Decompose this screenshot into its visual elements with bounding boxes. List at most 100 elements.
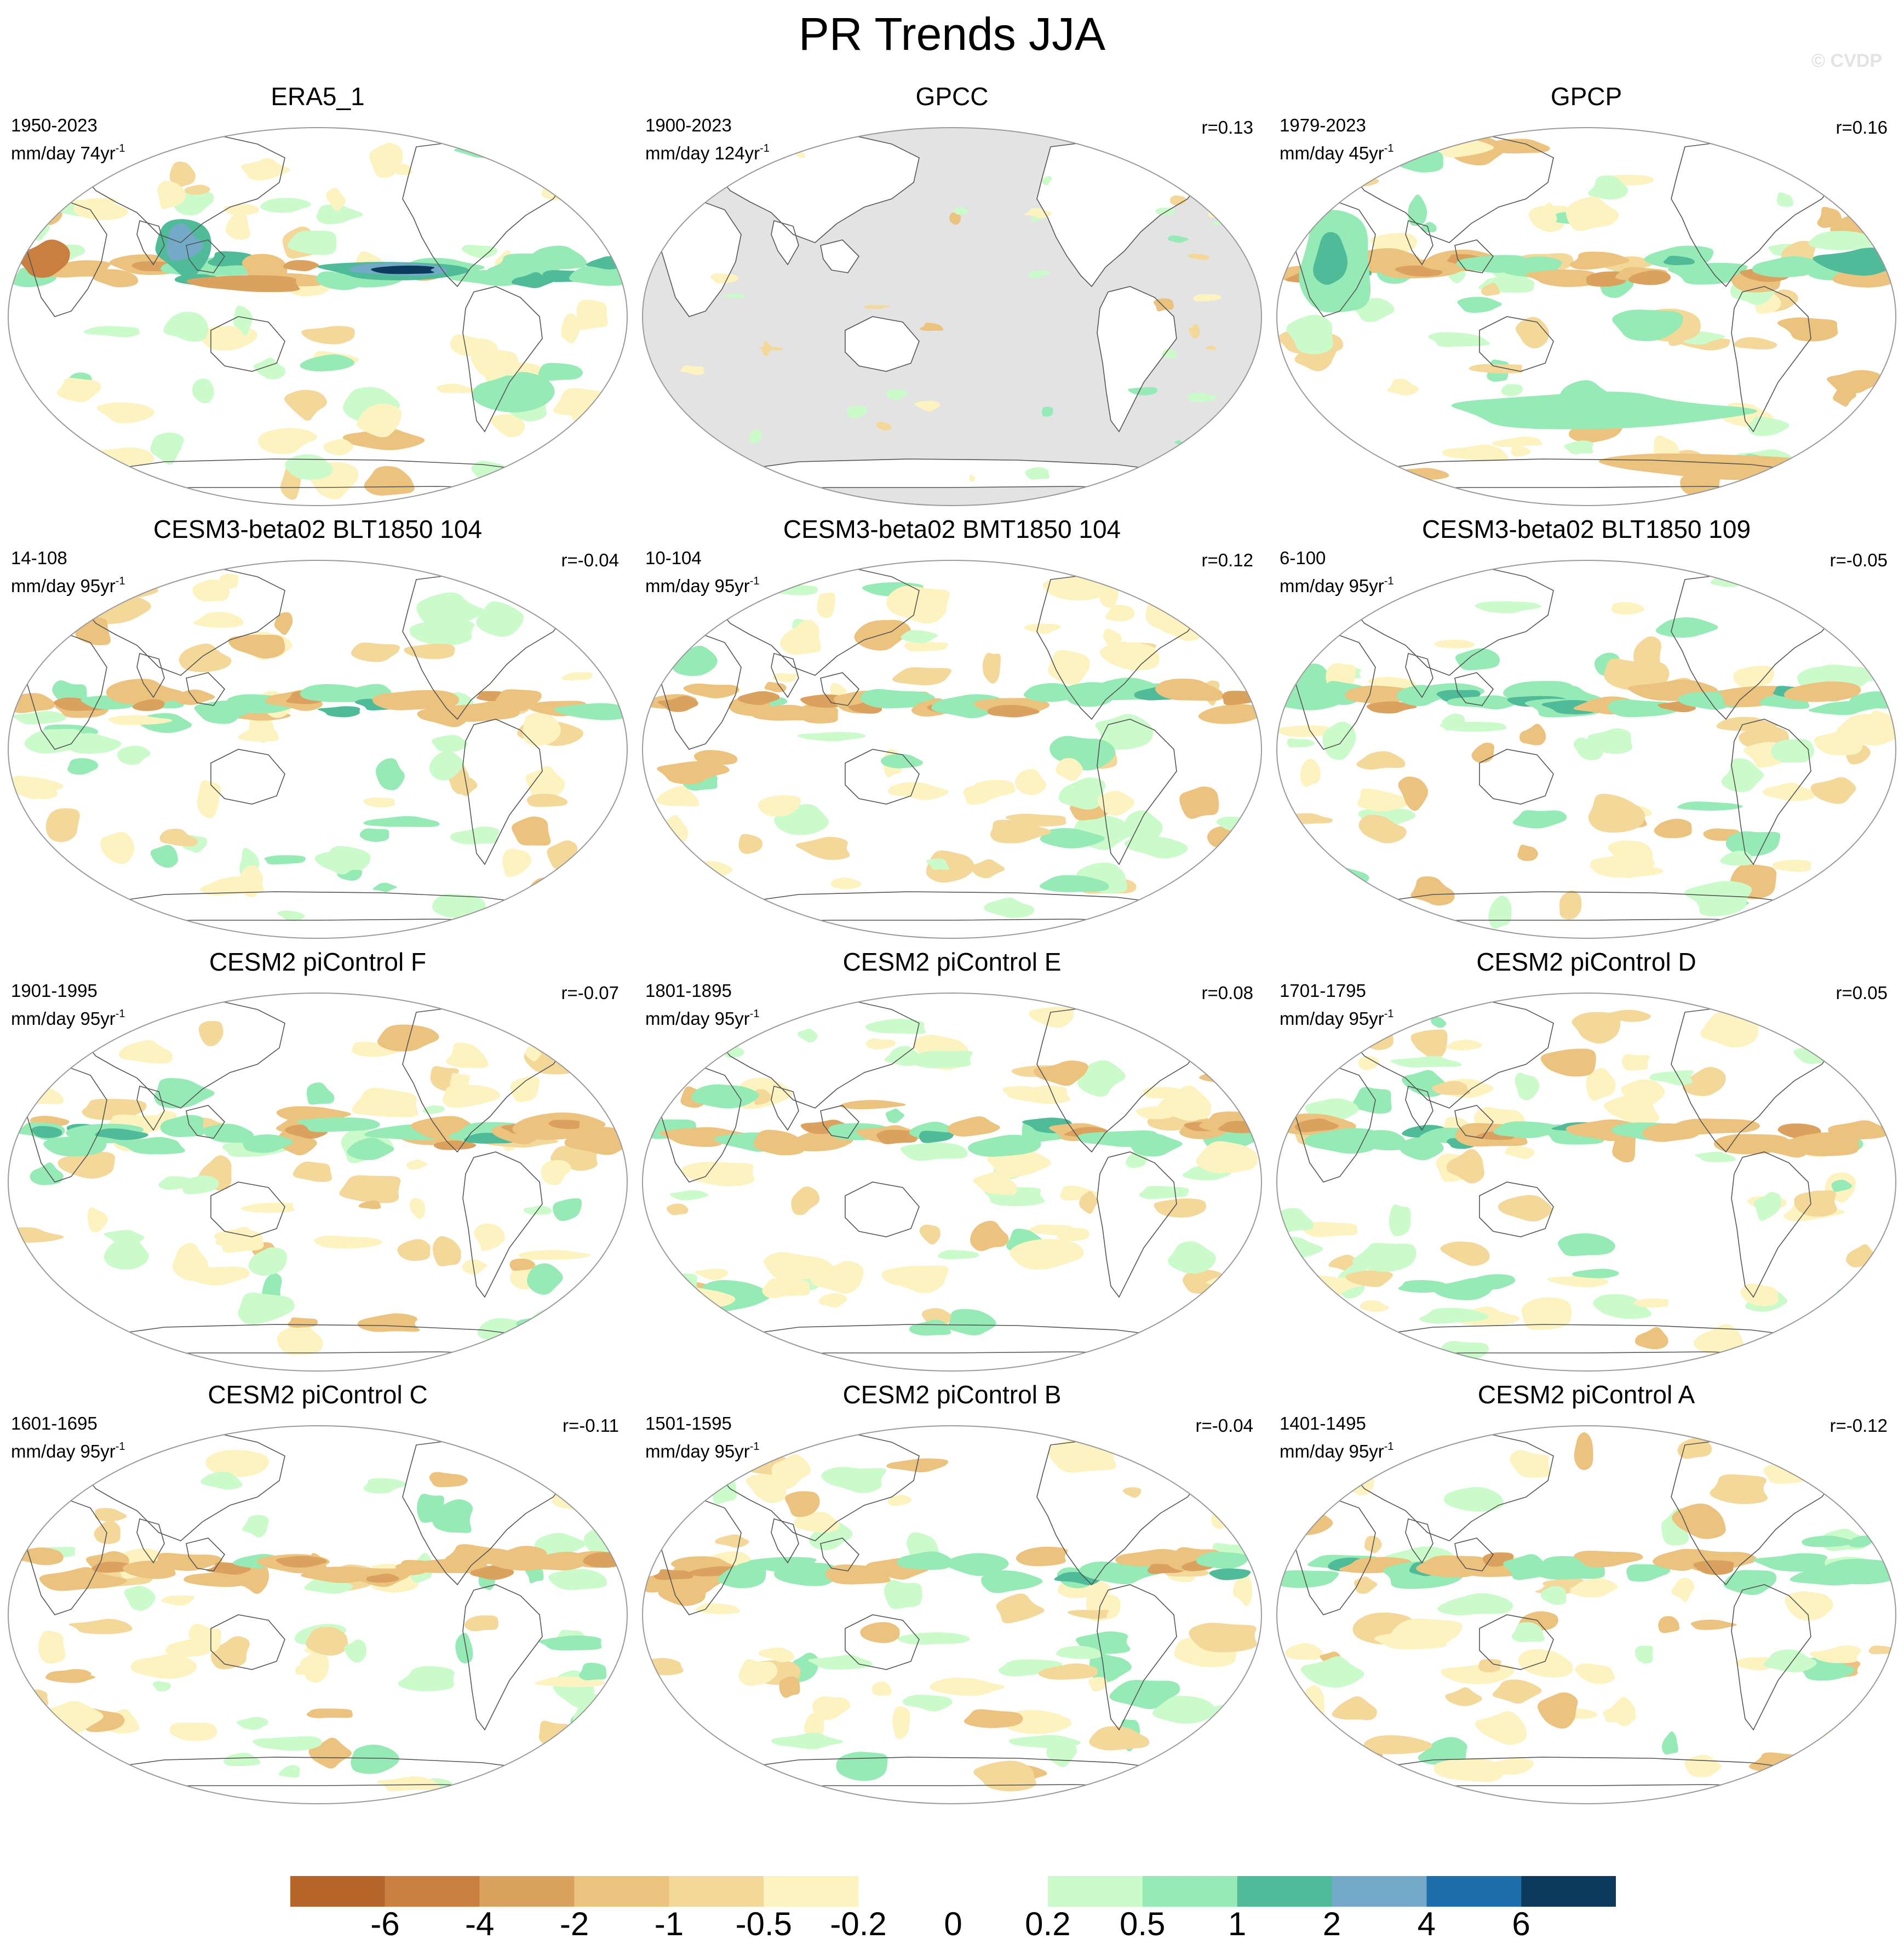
anomaly-contour [1733,666,1774,688]
coastline-south-america [1731,1151,1811,1298]
anomaly-contour [930,1677,1005,1696]
anomaly-contour [1540,1048,1596,1077]
anomaly-contour [295,1665,319,1675]
units-label: mm/day 95yr-1 [11,570,125,598]
anomaly-contour [963,785,1002,805]
anomaly-contour [920,323,944,331]
anomaly-contour [1559,890,1582,920]
anomaly-contour [526,793,567,807]
colorbar-swatch [858,1876,953,1907]
anomaly-contour [512,816,551,846]
anomaly-contour [1410,1029,1448,1060]
anomaly-contour [1363,1735,1432,1754]
anomaly-contour [455,1633,473,1664]
colorbar-swatch [1237,1876,1332,1907]
units-exponent: -1 [1384,142,1394,154]
anomaly-contour [248,1247,287,1276]
anomaly-contour [192,580,230,602]
global-map [642,1425,1262,1804]
anomaly-contour [926,858,950,870]
global-map [642,560,1262,939]
units-exponent: -1 [1384,575,1394,587]
coastline-india [136,652,165,698]
anomaly-contour [169,1722,217,1741]
anomaly-contour [95,1128,148,1140]
anomaly-contour [818,1293,848,1308]
coastline-asia [1350,565,1554,676]
anomaly-contour [1418,1737,1467,1765]
anomaly-contour [31,1126,62,1138]
anomaly-contour [886,586,950,624]
panel-title: CESM3-beta02 BLT1850 109 [1421,515,1751,543]
units-text: mm/day 95yr [1280,1441,1384,1461]
anomaly-contour [1570,1578,1618,1598]
panel-title: GPCC [915,82,989,111]
anomaly-contour [323,439,353,455]
anomaly-contour [1547,1276,1609,1288]
anomaly-contour [964,1709,1023,1728]
units-label: mm/day 95yr-1 [11,1002,125,1030]
anomaly-contour [363,816,440,827]
pattern-correlation: r=0.08 [1201,983,1254,1003]
units-exponent: -1 [749,1441,760,1453]
anomaly-contour [186,275,300,292]
anomaly-contour [548,1120,581,1129]
anomaly-contour [223,1753,261,1766]
anomaly-contour [1517,845,1538,861]
anomaly-contour [973,1760,1036,1792]
anomaly-contour [1058,777,1106,810]
global-map [642,993,1262,1372]
pattern-correlation: r=0.12 [1201,550,1254,570]
map-background [643,1426,1261,1804]
anomaly-contour [1690,1619,1737,1630]
anomaly-contour [274,612,293,635]
anomaly-contour [1025,467,1050,480]
anomaly-contour [429,750,463,781]
period-label: 1501-1595 [645,1413,732,1433]
anomaly-contour [722,293,745,299]
anomaly-contour [1493,1121,1564,1138]
anomaly-contour [1633,1298,1669,1308]
anomaly-contour [257,428,318,454]
anomaly-contour [657,761,730,784]
anomaly-contour [887,1494,912,1506]
anomaly-contour [406,1159,428,1170]
anomaly-contour [937,1250,979,1260]
colorbar-swatch [764,1876,859,1907]
anomaly-contour [887,782,949,801]
anomaly-contour [791,1186,820,1215]
anomaly-contour [754,1089,772,1105]
pattern-correlation: r=-0.05 [1830,550,1888,570]
anomaly-contour [1016,1546,1068,1567]
anomaly-contour [1668,329,1686,346]
anomaly-contour [1360,1300,1389,1312]
anomaly-contour [737,691,780,705]
anomaly-contour [1024,208,1052,219]
anomaly-contour [15,239,70,278]
anomaly-contour [306,1082,335,1105]
anomaly-contour [1155,678,1224,701]
anomaly-contour [1564,440,1594,455]
colorbar-tick-label: -0.5 [735,1906,792,1942]
units-label: mm/day 95yr-1 [11,1435,125,1463]
units-text: mm/day 74yr [11,143,116,163]
anomaly-contour [771,1454,811,1489]
anomaly-contour [885,1108,904,1123]
anomaly-contour [243,1134,293,1153]
anomaly-contour [1042,176,1052,186]
anomaly-contour [643,1658,684,1676]
anomaly-contour [523,712,561,746]
anomaly-contour [369,143,403,178]
anomaly-contour [901,1142,968,1161]
anomaly-contour [1358,1056,1379,1071]
anomaly-contour [1740,1283,1779,1306]
units-text: mm/day 95yr [645,1008,750,1029]
anomaly-contour [1162,349,1177,358]
coastline-asia [1350,133,1554,243]
anomaly-contour [987,704,1040,718]
anomaly-contour [1777,192,1794,207]
anomaly-contour [277,1323,323,1356]
units-text: mm/day 95yr [1280,576,1384,596]
anomaly-contour [429,1472,468,1487]
map-panel: CESM3-beta02 BLT1850 104 14-108 mm/day 95y… [0,514,635,947]
